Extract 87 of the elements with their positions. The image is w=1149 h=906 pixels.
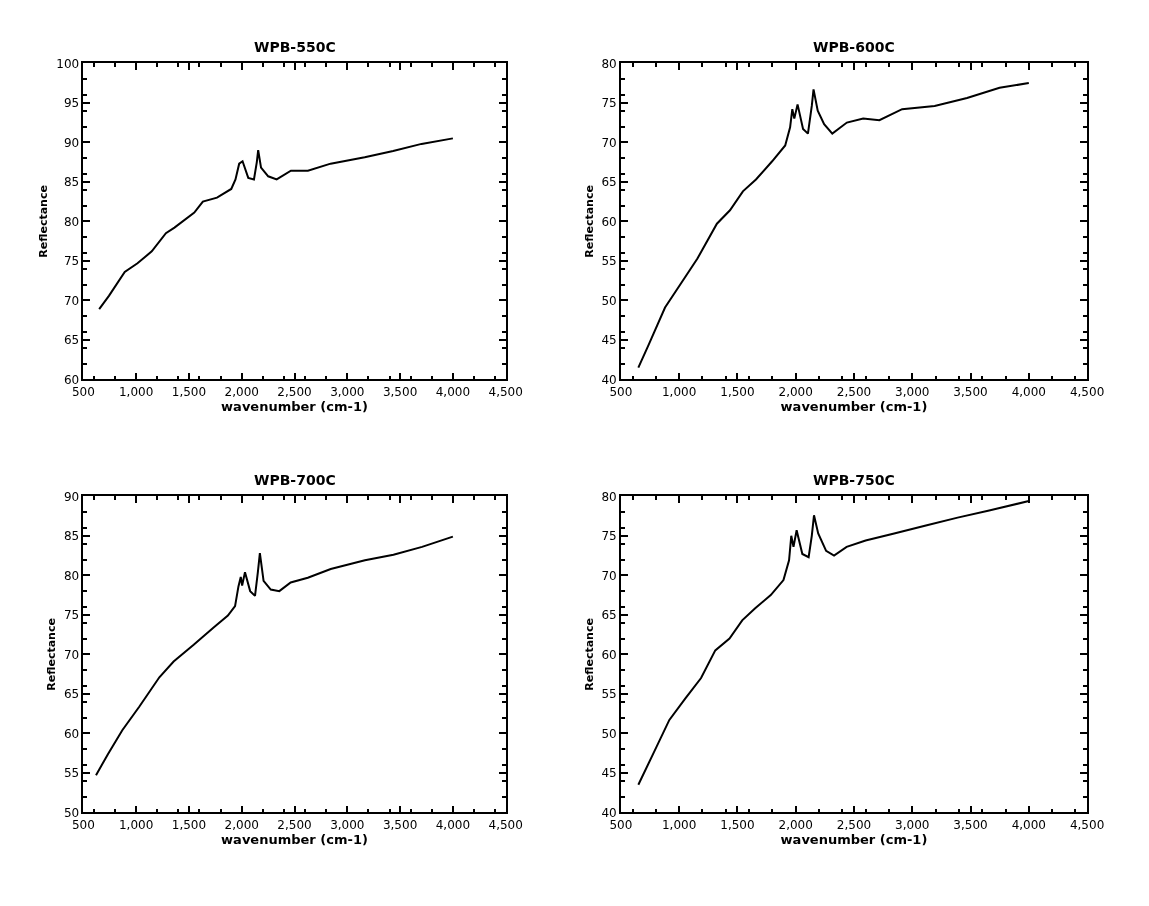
- y-tick-label: 75: [63, 608, 80, 623]
- y-tick-label: 50: [63, 805, 80, 820]
- chart-title: WPB-600C: [813, 39, 895, 55]
- y-tick-label: 50: [601, 293, 617, 308]
- x-tick-label: 3,000: [895, 817, 930, 832]
- x-tick-label: 2,000: [778, 817, 813, 832]
- chart-title: WPB-550C: [254, 39, 336, 55]
- x-tick-label: 1,500: [171, 384, 207, 399]
- y-axis-title: Reflectance: [45, 618, 59, 691]
- y-tick-label: 70: [601, 568, 617, 583]
- y-axis-title: Reflectance: [582, 185, 596, 258]
- y-tick-label: 75: [601, 529, 617, 544]
- y-tick-label: 55: [601, 254, 617, 269]
- line-series: [637, 82, 1030, 369]
- y-tick-label: 90: [63, 489, 80, 504]
- x-tick-label: 4,500: [1069, 817, 1105, 832]
- y-tick-label: 75: [63, 254, 80, 269]
- y-tick-label: 40: [601, 805, 617, 820]
- y-tick-label: 100: [56, 56, 80, 71]
- x-tick-label: 3,500: [953, 817, 988, 832]
- y-tick-label: 80: [601, 56, 617, 71]
- y-tick-label: 65: [601, 175, 617, 190]
- x-tick-label: 500: [71, 384, 95, 399]
- y-tick-label: 55: [63, 766, 80, 781]
- x-tick-label: 3,500: [382, 817, 418, 832]
- x-axis-title: wavenumber (cm-1): [221, 398, 368, 414]
- x-axis-title: wavenumber (cm-1): [221, 831, 368, 847]
- x-tick-label: 4,500: [488, 817, 523, 832]
- y-tick-label: 90: [63, 135, 80, 150]
- y-tick-label: 65: [63, 333, 80, 348]
- x-tick-label: 3,000: [330, 817, 365, 832]
- x-tick-label: 4,000: [1011, 384, 1046, 399]
- x-axis-title: wavenumber (cm-1): [780, 398, 928, 414]
- y-tick-label: 45: [601, 333, 617, 348]
- chart-title: WPB-750C: [813, 472, 895, 488]
- y-tick-label: 85: [63, 529, 80, 544]
- x-tick-label: 4,500: [1069, 384, 1105, 399]
- x-tick-label: 2,000: [778, 384, 813, 399]
- x-tick-label: 2,500: [277, 384, 312, 399]
- y-tick-label: 40: [601, 372, 617, 387]
- x-tick-label: 4,000: [435, 384, 471, 399]
- x-tick-label: 2,500: [836, 384, 872, 399]
- x-tick-label: 3,500: [953, 384, 988, 399]
- y-axis-title: Reflectance: [582, 618, 596, 691]
- y-tick-label: 45: [601, 766, 617, 781]
- y-tick-label: 95: [63, 96, 80, 111]
- y-tick-label: 50: [601, 726, 617, 741]
- y-tick-label: 55: [601, 687, 617, 702]
- y-tick-label: 60: [63, 372, 80, 387]
- y-tick-label: 80: [601, 489, 617, 504]
- y-tick-label: 70: [601, 135, 617, 150]
- x-tick-label: 1,000: [118, 817, 154, 832]
- y-tick-label: 70: [63, 647, 80, 662]
- x-tick-label: 4,000: [1011, 817, 1046, 832]
- y-tick-label: 60: [601, 214, 617, 229]
- x-tick-label: 3,000: [895, 384, 930, 399]
- y-tick-label: 80: [63, 568, 80, 583]
- y-tick-label: 70: [63, 293, 80, 308]
- line-series: [95, 535, 454, 777]
- y-tick-label: 60: [63, 726, 80, 741]
- x-tick-label: 2,500: [836, 817, 872, 832]
- line-series: [98, 137, 454, 311]
- x-tick-label: 1,000: [661, 384, 697, 399]
- x-tick-label: 3,500: [382, 384, 418, 399]
- x-tick-label: 1,500: [720, 384, 755, 399]
- x-tick-label: 2,000: [224, 384, 259, 399]
- x-tick-label: 2,500: [277, 817, 312, 832]
- x-tick-label: 1,500: [171, 817, 207, 832]
- y-tick-label: 85: [63, 175, 80, 190]
- x-tick-label: 2,000: [224, 817, 259, 832]
- y-tick-label: 65: [63, 687, 80, 702]
- x-axis-title: wavenumber (cm-1): [780, 831, 928, 847]
- y-tick-label: 75: [601, 96, 617, 111]
- chart-title: WPB-700C: [254, 472, 336, 488]
- y-axis-title: Reflectance: [37, 185, 51, 258]
- x-tick-label: 4,500: [488, 384, 523, 399]
- y-tick-label: 80: [63, 214, 80, 229]
- y-tick-label: 65: [601, 608, 617, 623]
- x-tick-label: 3,000: [330, 384, 365, 399]
- x-tick-label: 1,000: [118, 384, 154, 399]
- y-tick-label: 60: [601, 647, 617, 662]
- x-tick-label: 4,000: [435, 817, 471, 832]
- x-tick-label: 500: [609, 817, 633, 832]
- x-tick-label: 500: [71, 817, 95, 832]
- x-tick-label: 1,000: [661, 817, 697, 832]
- x-tick-label: 1,500: [720, 817, 755, 832]
- x-tick-label: 500: [609, 384, 633, 399]
